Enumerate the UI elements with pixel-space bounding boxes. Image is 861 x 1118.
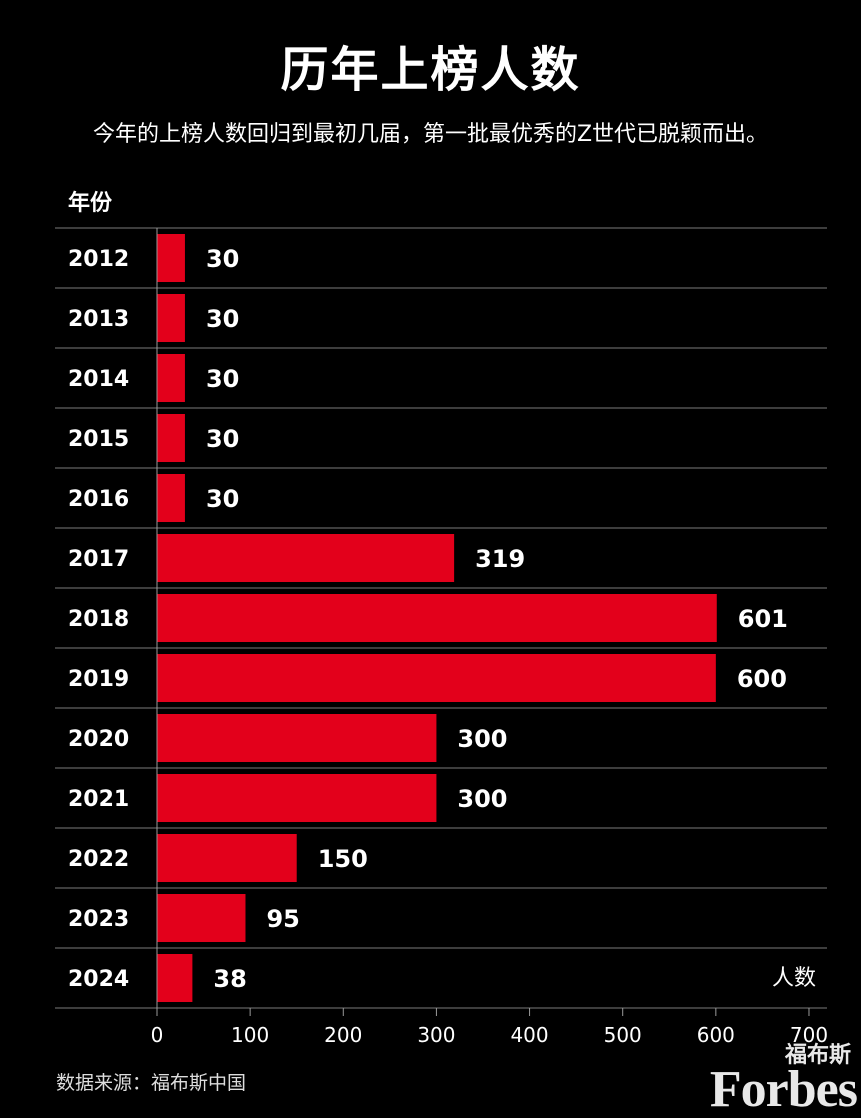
forbes-logo: 福布斯 Forbes <box>709 1042 858 1118</box>
category-label: 2022 <box>68 847 129 872</box>
bar <box>157 654 716 702</box>
category-label: 2016 <box>68 487 129 512</box>
logo-cn-text: 福布斯 <box>784 1042 851 1067</box>
bar <box>157 234 185 282</box>
category-label: 2023 <box>68 907 129 932</box>
value-label: 300 <box>457 725 507 753</box>
x-tick-label: 700 <box>790 1023 828 1047</box>
value-label: 300 <box>457 785 507 813</box>
value-label: 30 <box>206 305 239 333</box>
bar <box>157 534 455 582</box>
bar <box>157 834 297 882</box>
x-tick-label: 400 <box>510 1023 548 1047</box>
x-tick-label: 200 <box>324 1023 362 1047</box>
category-label: 2017 <box>68 547 129 572</box>
x-tick-label: 600 <box>697 1023 735 1047</box>
value-label: 319 <box>475 545 525 573</box>
bar <box>157 474 185 522</box>
value-label: 38 <box>213 965 246 993</box>
chart-title: 历年上榜人数 <box>280 42 581 98</box>
x-tick-label: 300 <box>417 1023 455 1047</box>
value-label: 30 <box>206 365 239 393</box>
bar <box>157 354 185 402</box>
value-label: 600 <box>737 665 787 693</box>
value-label: 95 <box>266 905 299 933</box>
value-label: 150 <box>318 845 368 873</box>
category-label: 2020 <box>68 727 129 752</box>
value-label: 30 <box>206 245 239 273</box>
value-label: 30 <box>206 485 239 513</box>
category-label: 2019 <box>68 667 129 692</box>
category-label: 2024 <box>68 967 129 992</box>
category-label: 2015 <box>68 427 129 452</box>
category-label: 2021 <box>68 787 129 812</box>
x-axis-label: 人数 <box>772 966 817 991</box>
x-tick-label: 100 <box>231 1023 269 1047</box>
bar <box>157 894 246 942</box>
category-label: 2018 <box>68 607 129 632</box>
bar <box>157 714 437 762</box>
bar <box>157 594 717 642</box>
bar <box>157 414 185 462</box>
category-label: 2012 <box>68 247 129 272</box>
category-label: 2013 <box>68 307 129 332</box>
logo-en-text: Forbes <box>709 1061 858 1118</box>
bar <box>157 294 185 342</box>
y-axis-label: 年份 <box>68 191 113 216</box>
x-tick-label: 500 <box>604 1023 642 1047</box>
source-note: 数据来源：福布斯中国 <box>56 1072 247 1094</box>
value-label: 601 <box>738 605 788 633</box>
chart-subtitle: 今年的上榜人数回归到最初几届，第一批最优秀的Z世代已脱颖而出。 <box>92 122 769 147</box>
category-label: 2014 <box>68 367 129 392</box>
bar <box>157 774 437 822</box>
value-label: 30 <box>206 425 239 453</box>
x-tick-label: 0 <box>151 1023 164 1047</box>
bar <box>157 954 193 1002</box>
